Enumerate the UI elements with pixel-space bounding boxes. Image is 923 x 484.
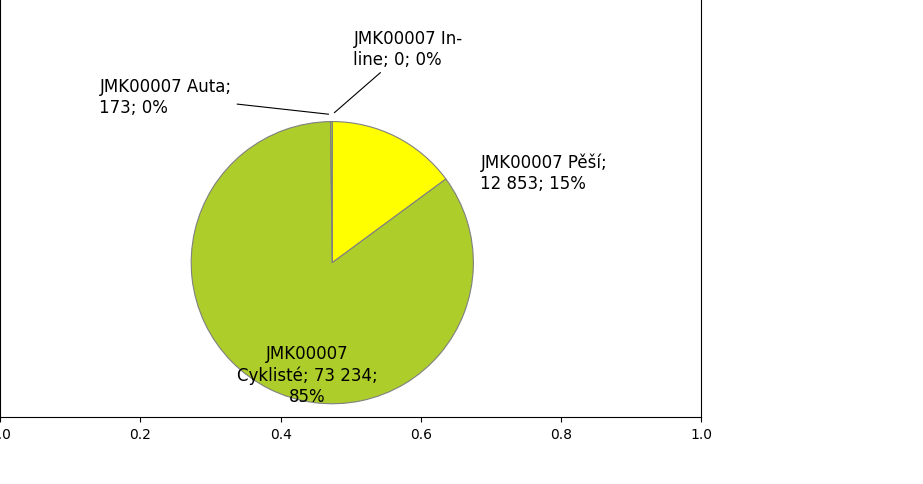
Text: JMK00007 Auta;
173; 0%: JMK00007 Auta; 173; 0% bbox=[100, 77, 329, 116]
Text: JMK00007
Cyklisté; 73 234;
85%: JMK00007 Cyklisté; 73 234; 85% bbox=[236, 345, 378, 405]
Wedge shape bbox=[330, 122, 332, 263]
Text: JMK00007 Pěší;
12 853; 15%: JMK00007 Pěší; 12 853; 15% bbox=[481, 153, 607, 193]
Text: JMK00007 In-
line; 0; 0%: JMK00007 In- line; 0; 0% bbox=[334, 30, 462, 113]
Wedge shape bbox=[332, 122, 446, 263]
Wedge shape bbox=[191, 122, 473, 404]
